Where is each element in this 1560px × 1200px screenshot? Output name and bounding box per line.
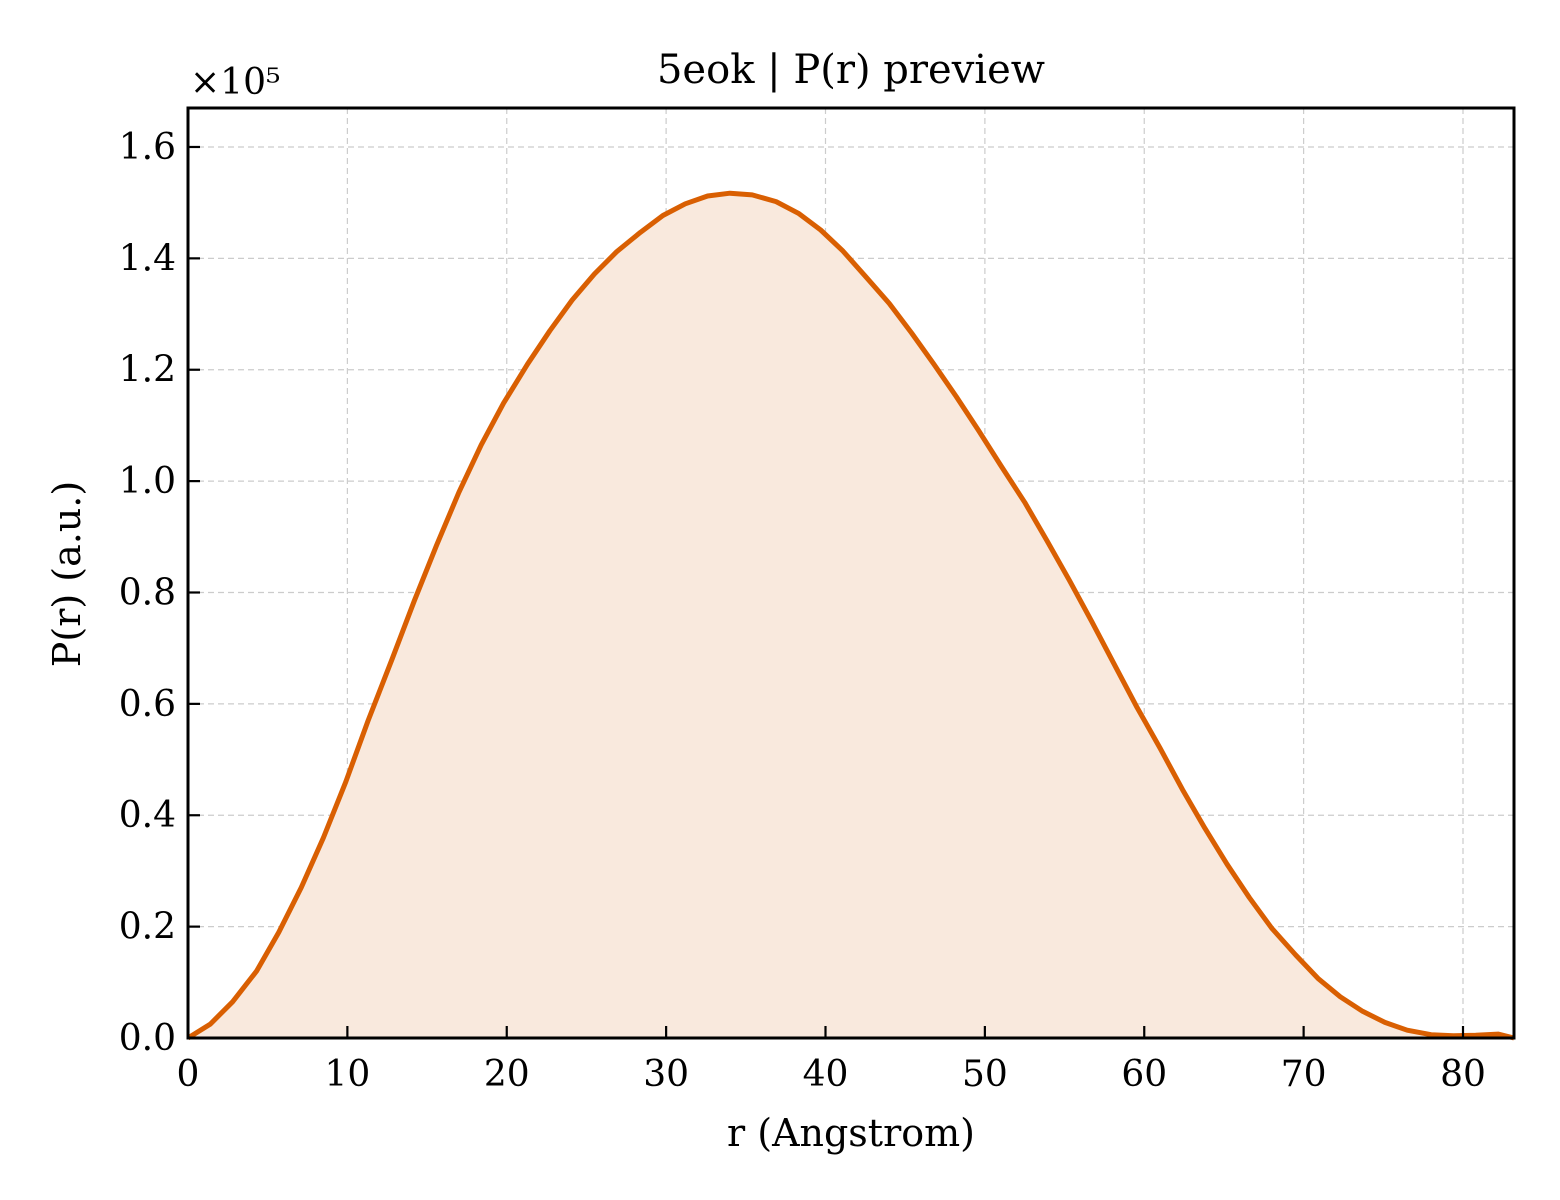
chart-title: 5eok | P(r) preview xyxy=(657,47,1045,93)
x-tick-label: 70 xyxy=(1281,1054,1327,1095)
y-tick-label: 0.0 xyxy=(119,1018,176,1059)
x-tick-label: 10 xyxy=(324,1054,370,1095)
x-axis-label: r (Angstrom) xyxy=(727,1111,975,1155)
y-tick-label: 1.2 xyxy=(119,350,176,391)
series-area-fill xyxy=(188,193,1514,1038)
labels-layer: 0 10 20 30 40 50 60 70 80 0.0 0.2 0.4 0.6 0.8 1.0 1.2 1.… xyxy=(119,127,1486,1095)
x-tick-label: 40 xyxy=(803,1054,849,1095)
series-line xyxy=(186,190,1515,1041)
y-tick-label: 1.6 xyxy=(119,127,176,168)
y-tick-label: 0.4 xyxy=(119,795,176,836)
x-tick-label: 20 xyxy=(484,1054,530,1095)
x-tick-label: 60 xyxy=(1121,1054,1167,1095)
y-tick-label: 0.8 xyxy=(119,572,176,613)
y-axis-label: P(r) (a.u.) xyxy=(45,481,89,667)
x-tick-label: 30 xyxy=(643,1054,689,1095)
x-tick-label: 50 xyxy=(962,1054,1008,1095)
y-tick-label: 0.6 xyxy=(119,684,176,725)
y-tick-label: 1.0 xyxy=(119,461,176,502)
x-tick-label: 0 xyxy=(177,1054,200,1095)
x-tick-label: 80 xyxy=(1440,1054,1486,1095)
y-tick-label: 0.2 xyxy=(119,907,176,948)
y-axis-multiplier: ×10⁵ xyxy=(190,62,280,103)
plot-frame xyxy=(186,106,1516,1040)
y-tick-label: 1.4 xyxy=(119,238,176,279)
